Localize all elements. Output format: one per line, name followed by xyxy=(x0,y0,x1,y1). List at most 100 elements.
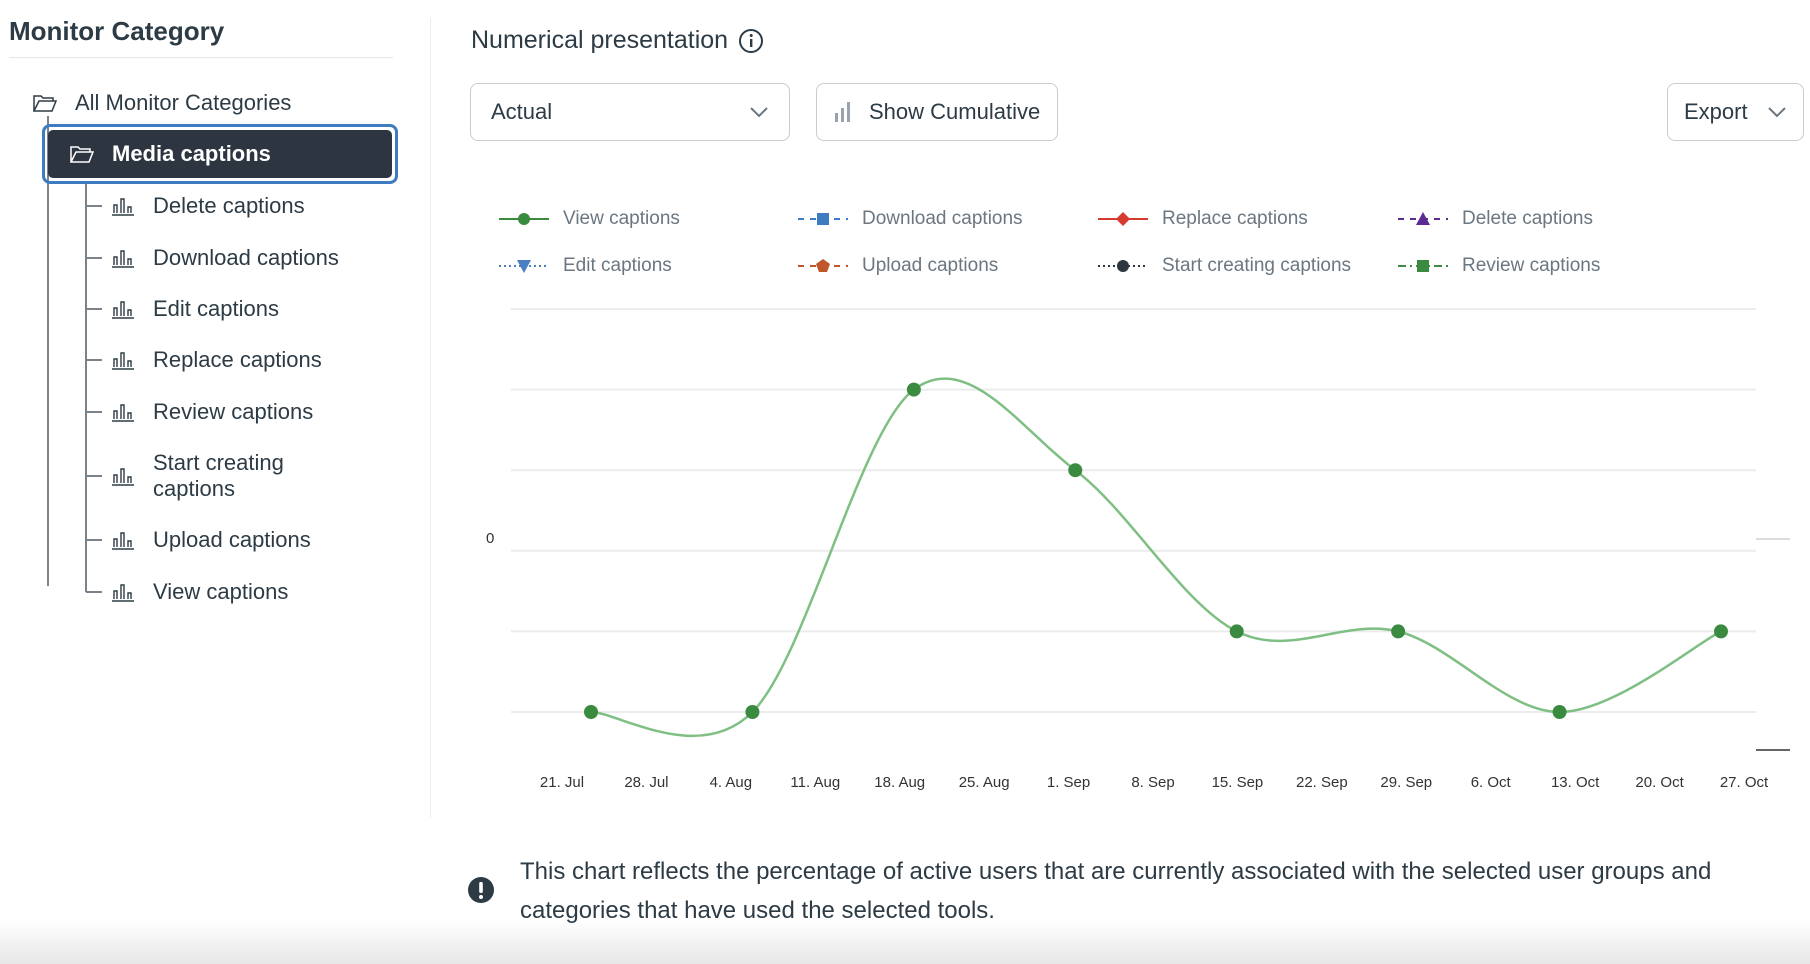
series-line-view-captions xyxy=(590,377,1722,738)
export-button[interactable]: Export xyxy=(1667,83,1804,141)
x-tick-label: 22. Sep xyxy=(1295,774,1348,791)
tree-line xyxy=(47,116,49,586)
tree-item-label: Edit captions xyxy=(153,296,279,321)
legend-square-icon xyxy=(1398,260,1448,272)
bar-chart-icon xyxy=(112,352,134,370)
tree-item-label: Review captions xyxy=(153,399,314,424)
legend-item[interactable]: Download captions xyxy=(796,207,1023,231)
legend-label: Delete captions xyxy=(1462,208,1593,229)
x-tick-label: 28. Jul xyxy=(624,774,669,791)
data-point xyxy=(1391,624,1406,639)
legend-label: Start creating captions xyxy=(1162,255,1352,276)
legend-item[interactable]: View captions xyxy=(497,207,680,231)
legend-pentagon-icon xyxy=(798,259,848,272)
legend-label: Edit captions xyxy=(563,255,672,276)
chevron-down-icon xyxy=(750,107,768,118)
chart-notice: This chart reflects the percentage of ac… xyxy=(520,858,1712,924)
x-tick-label: 6. Oct xyxy=(1470,774,1511,791)
data-point xyxy=(745,705,760,719)
legend-triangle-down-icon xyxy=(499,260,549,273)
x-tick-label: 25. Aug xyxy=(958,774,1010,791)
line-chart xyxy=(511,308,1790,751)
legend-square-icon xyxy=(798,213,848,225)
x-tick-label: 8. Sep xyxy=(1131,774,1175,791)
divider xyxy=(430,18,431,818)
tree-item[interactable]: Delete captions xyxy=(111,193,413,219)
x-tick-label: 13. Oct xyxy=(1550,774,1600,791)
section-title-text: Numerical presentation xyxy=(471,26,729,54)
tree-item-media-captions[interactable]: Media captions xyxy=(42,124,398,184)
tree-item[interactable]: Review captions xyxy=(111,399,413,425)
data-point xyxy=(906,382,921,397)
selected-label: Media captions xyxy=(112,141,271,166)
tree-connector xyxy=(86,539,102,541)
bar-chart-icon xyxy=(112,198,134,216)
bar-chart-icon xyxy=(112,250,134,268)
x-tick-label: 20. Oct xyxy=(1635,774,1684,791)
data-point xyxy=(1714,624,1728,639)
folder-icon xyxy=(33,95,57,112)
tree-item[interactable]: Upload captions xyxy=(111,527,413,553)
legend-triangle-icon xyxy=(1398,212,1448,225)
show-cumulative-label: Show Cumulative xyxy=(869,99,1041,124)
x-tick-label: 21. Jul xyxy=(539,774,585,791)
tree-item-label: Replace captions xyxy=(153,347,322,372)
chevron-down-icon xyxy=(1768,107,1786,118)
x-tick-label: 18. Aug xyxy=(874,774,926,791)
tree-item[interactable]: Start creating captions xyxy=(111,450,303,502)
y-tick-label: 0 xyxy=(486,530,495,547)
tree-connector xyxy=(86,308,102,310)
legend-item[interactable]: Upload captions xyxy=(796,254,998,278)
legend-label: Replace captions xyxy=(1162,208,1308,229)
info-icon[interactable] xyxy=(738,28,764,54)
dropdown-value: Actual xyxy=(491,99,553,124)
legend-label: View captions xyxy=(563,208,680,229)
legend-item[interactable]: Delete captions xyxy=(1396,207,1593,231)
bar-chart-icon xyxy=(112,468,134,486)
export-label: Export xyxy=(1684,99,1748,124)
x-tick-label: 15. Sep xyxy=(1211,774,1264,791)
tree-item-label: Start creating captions xyxy=(153,450,284,501)
legend-circle-icon xyxy=(1098,260,1148,272)
folder-icon xyxy=(70,146,94,163)
legend-circle-icon xyxy=(499,213,549,225)
legend-label: Review captions xyxy=(1462,255,1601,276)
tree-connector xyxy=(86,257,102,259)
tree-item[interactable]: Edit captions xyxy=(111,296,413,322)
tree-item-label: View captions xyxy=(153,579,289,604)
x-tick-label: 4. Aug xyxy=(709,774,753,791)
section-title: Numerical presentation xyxy=(471,26,764,55)
tree-root-all-categories[interactable]: All Monitor Categories xyxy=(33,90,291,116)
tree-item-label: Delete captions xyxy=(153,193,305,218)
mode-dropdown[interactable]: Actual xyxy=(470,83,790,141)
show-cumulative-button[interactable]: Show Cumulative xyxy=(816,83,1058,141)
data-point xyxy=(1229,624,1244,639)
tree-item[interactable]: View captions xyxy=(111,579,413,605)
legend-item[interactable]: Edit captions xyxy=(497,254,672,278)
legend-item[interactable]: Start creating captions xyxy=(1096,254,1351,278)
bar-chart-icon xyxy=(112,301,134,319)
tree-connector xyxy=(86,205,102,207)
tree-line xyxy=(85,184,87,592)
tree-connector xyxy=(86,411,102,413)
tree-root-label: All Monitor Categories xyxy=(75,90,292,115)
x-tick-label: 27. Oct xyxy=(1719,774,1769,791)
bottom-shade xyxy=(0,920,1810,964)
bar-chart-icon xyxy=(112,532,134,550)
bar-chart-icon xyxy=(112,404,134,422)
x-tick-label: 1. Sep xyxy=(1046,774,1091,791)
tree-item[interactable]: Download captions xyxy=(111,245,413,271)
data-point xyxy=(1068,463,1083,478)
data-point xyxy=(1552,705,1567,719)
tree-connector xyxy=(86,475,102,477)
sidebar-title: Monitor Category xyxy=(9,16,225,46)
legend-label: Download captions xyxy=(862,208,1023,229)
warning-icon xyxy=(468,877,494,903)
x-tick-label: 29. Sep xyxy=(1380,774,1433,791)
legend-item[interactable]: Replace captions xyxy=(1096,207,1308,231)
data-point xyxy=(584,705,598,719)
legend-item[interactable]: Review captions xyxy=(1396,254,1600,278)
legend-diamond-icon xyxy=(1098,212,1148,226)
tree-item[interactable]: Replace captions xyxy=(111,347,413,373)
x-tick-label: 11. Aug xyxy=(790,774,841,791)
